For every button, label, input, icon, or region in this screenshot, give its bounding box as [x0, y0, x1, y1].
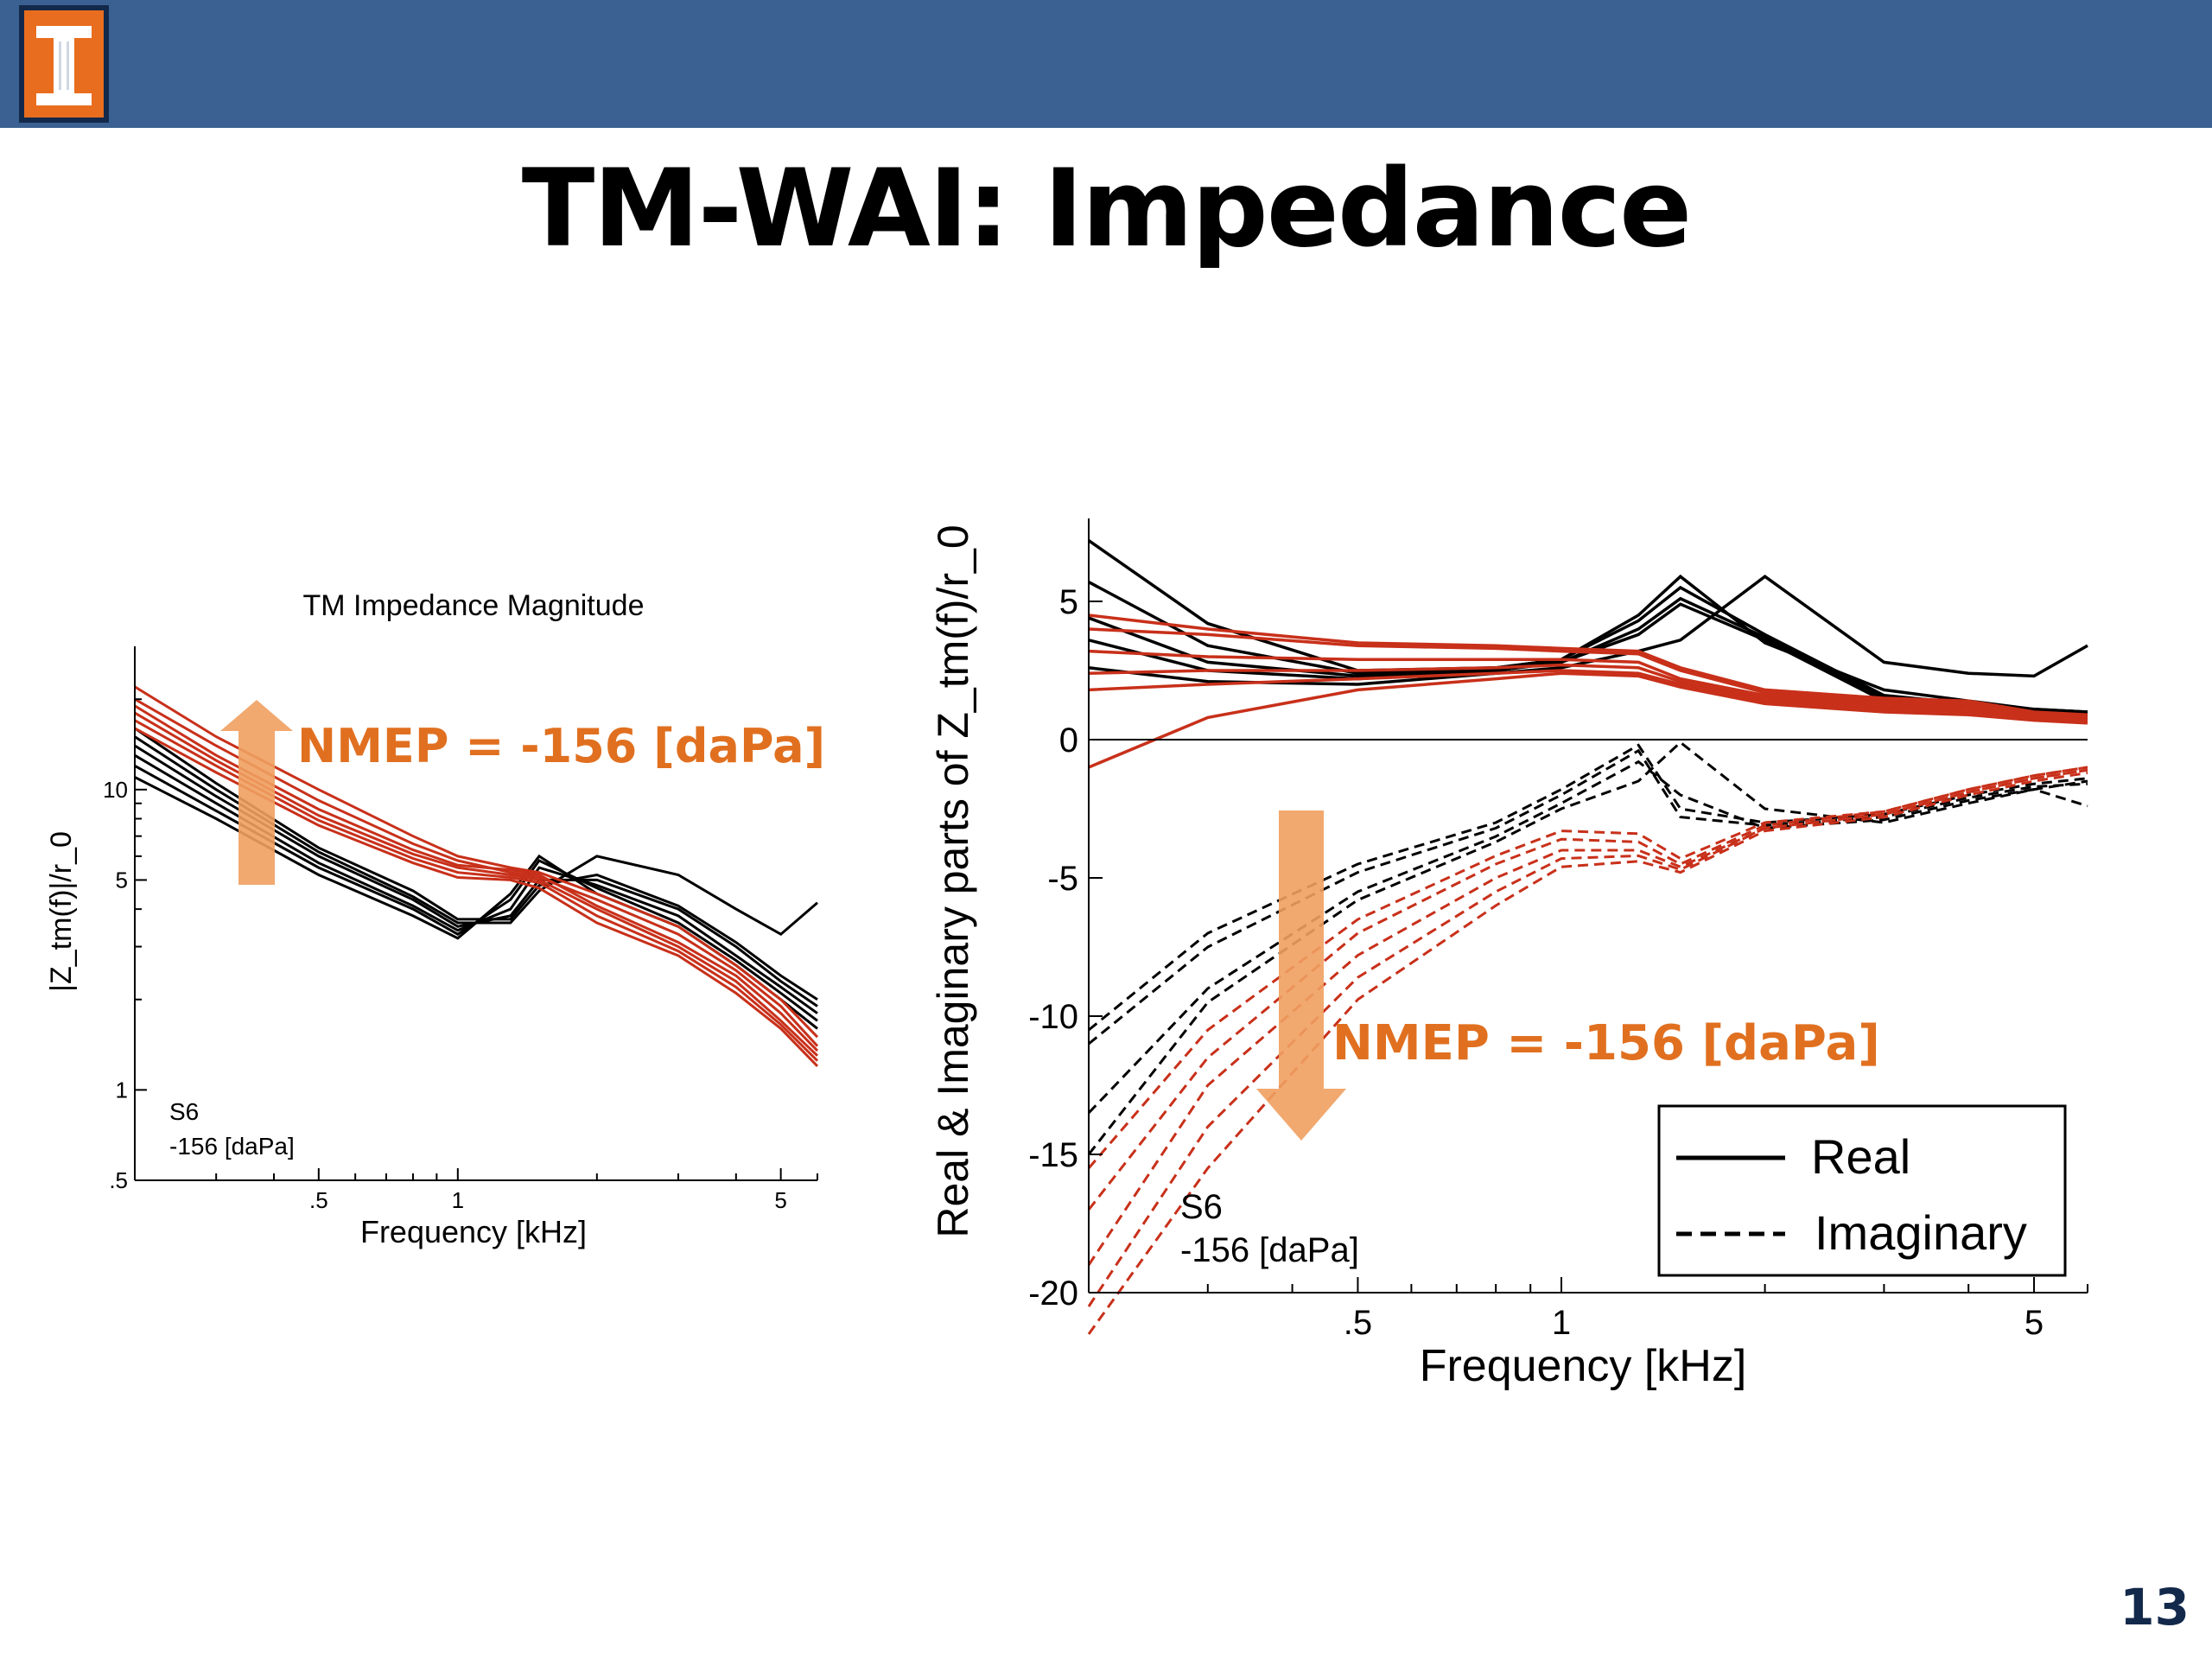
slide-title: TM-WAI: Impedance — [521, 147, 1692, 271]
x-tick-label: 1 — [452, 1187, 464, 1213]
imaginary-line-11 — [1088, 743, 2088, 1032]
block-i-icon — [36, 26, 92, 105]
imaginary-line-13 — [1087, 760, 2088, 1115]
y-tick-label: -10 — [1028, 998, 1078, 1036]
y-tick-label: -5 — [1047, 860, 1078, 898]
x-tick-label: .5 — [1344, 1304, 1372, 1342]
imaginary-line-19 — [1087, 771, 2088, 1335]
real-imaginary-chart: .5 1 5 5 0 -5 -10 -15 -20 Real & Imaginary parts… — [929, 518, 2088, 1391]
university-logo — [19, 5, 109, 123]
imaginary-line-15 — [1087, 766, 2088, 1169]
legend-entry-real: Real — [1811, 1129, 1910, 1184]
real-line-6 — [1088, 627, 2088, 720]
real-line-0 — [1087, 539, 2088, 714]
real-line-9 — [1088, 669, 2088, 722]
x-tick-label: .5 — [309, 1187, 328, 1213]
y-tick-label: .5 — [109, 1167, 128, 1193]
nmep-annotation: NMEP = -156 [daPa] — [297, 719, 825, 773]
pressure-label: -156 [daPa] — [169, 1133, 295, 1160]
y-tick-label: 5 — [116, 867, 128, 893]
series-line-4 — [134, 735, 818, 937]
imaginary-line-14 — [1087, 741, 2088, 1155]
series-line-9 — [134, 711, 819, 1057]
upward-arrow — [220, 700, 293, 885]
series-line-6 — [134, 685, 819, 1039]
real-line-1 — [1088, 581, 2088, 714]
series-line-3 — [134, 744, 818, 1007]
x-tick-label: 5 — [774, 1187, 786, 1213]
real-line-7 — [1088, 649, 2088, 720]
y-tick-label: 0 — [1059, 721, 1078, 760]
y-tick-label: 10 — [103, 777, 128, 803]
y-tick-label: 1 — [116, 1077, 128, 1103]
series-line-7 — [134, 697, 819, 1047]
series-line-11 — [134, 727, 819, 1067]
imaginary-line-18 — [1087, 768, 2088, 1307]
impedance-magnitude-chart: TM Impedance Magnitude .5 1 5 .5 1 5 10 |Z_tm(… — [45, 589, 825, 1249]
series-line-5 — [134, 727, 818, 1001]
pressure-label: -156 [daPa] — [1180, 1231, 1359, 1269]
imaginary-line-12 — [1088, 748, 2088, 1046]
real-line-10 — [1088, 671, 2088, 769]
chart-ylabel: |Z_tm(f)|/r_0 — [45, 831, 78, 992]
chart-xlabel: Frequency [kHz] — [360, 1214, 587, 1249]
series-line-10 — [134, 719, 819, 1062]
x-tick-label: 5 — [2024, 1304, 2044, 1342]
imaginary-line-17 — [1087, 768, 2088, 1266]
real-line-8 — [1088, 663, 2088, 722]
y-tick-label: -20 — [1028, 1274, 1078, 1313]
series-line-2 — [134, 753, 818, 1014]
series-line-1 — [134, 764, 818, 1022]
y-tick-label: -15 — [1028, 1136, 1078, 1174]
subject-label: S6 — [169, 1098, 199, 1125]
legend: Real Imaginary — [1657, 1104, 2067, 1277]
x-tick-label: 1 — [1552, 1304, 1571, 1342]
page-number: 13 — [2120, 1578, 2190, 1637]
downward-arrow — [1256, 810, 1346, 1141]
nmep-annotation: NMEP = -156 [daPa] — [1332, 1015, 1880, 1071]
chart-ylabel: Real & Imaginary parts of Z_tm(f)/r_0 — [929, 524, 977, 1237]
legend-entry-imaginary: Imaginary — [1815, 1205, 2027, 1260]
chart-title: TM Impedance Magnitude — [303, 589, 645, 622]
header-bar — [0, 0, 2212, 128]
y-tick-label: 5 — [1059, 583, 1078, 621]
series-line-8 — [134, 704, 819, 1052]
real-line-4 — [1088, 575, 2088, 686]
chart-xlabel: Frequency [kHz] — [1420, 1341, 1747, 1391]
real-line-5 — [1088, 613, 2088, 716]
imaginary-line-16 — [1087, 766, 2088, 1211]
subject-label: S6 — [1180, 1188, 1223, 1226]
